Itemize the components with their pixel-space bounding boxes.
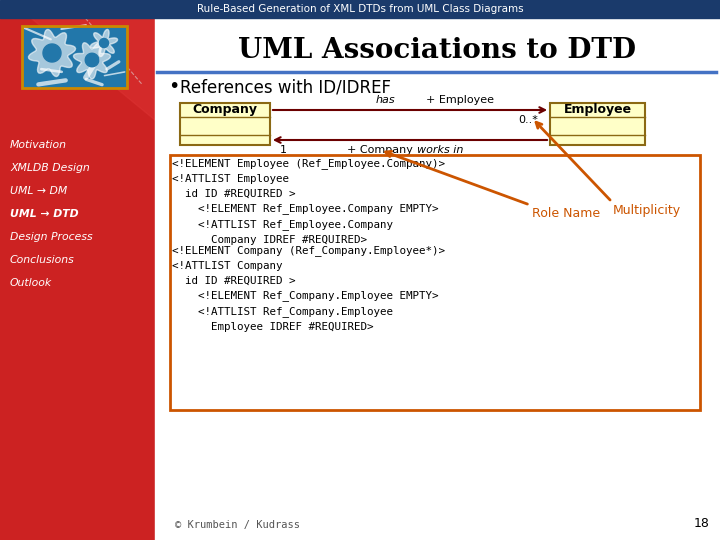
- Text: 0..*: 0..*: [518, 115, 538, 125]
- Text: + Company: + Company: [347, 145, 413, 155]
- Text: Design Process: Design Process: [10, 232, 93, 242]
- Text: Multiplicity: Multiplicity: [613, 204, 681, 217]
- Polygon shape: [31, 18, 155, 120]
- Text: Motivation: Motivation: [10, 140, 67, 150]
- Text: References with ID/IDREF: References with ID/IDREF: [180, 78, 391, 96]
- Text: Role Name: Role Name: [532, 207, 600, 220]
- Text: XMLDB Design: XMLDB Design: [10, 163, 90, 173]
- Bar: [550, 103, 645, 145]
- Bar: [155, 18, 720, 540]
- Polygon shape: [85, 53, 99, 67]
- Bar: [22, 26, 127, 88]
- Text: Company: Company: [192, 104, 258, 117]
- Text: © Krumbein / Kudrass: © Krumbein / Kudrass: [175, 520, 300, 530]
- Bar: [170, 155, 700, 410]
- Text: UML → DM: UML → DM: [10, 186, 67, 196]
- Text: <!ELEMENT Employee (Ref_Employee.Company)>
<!ATTLIST Employee
  id ID #REQUIRED : <!ELEMENT Employee (Ref_Employee.Company…: [172, 158, 445, 245]
- Bar: [180, 103, 270, 145]
- Text: 1: 1: [280, 145, 287, 155]
- Polygon shape: [91, 30, 117, 57]
- Text: + Employee: + Employee: [426, 95, 494, 105]
- Polygon shape: [99, 38, 109, 48]
- Text: UML Associations to DTD: UML Associations to DTD: [238, 37, 636, 64]
- Bar: [22, 26, 127, 88]
- Polygon shape: [43, 44, 61, 62]
- Polygon shape: [73, 43, 111, 79]
- Text: Conclusions: Conclusions: [10, 255, 75, 265]
- Text: Employee: Employee: [564, 104, 631, 117]
- Bar: [0, 18, 155, 540]
- Text: UML → DTD: UML → DTD: [10, 209, 78, 219]
- Text: has: has: [375, 95, 395, 105]
- Text: <!ELEMENT Company (Ref_Company.Employee*)>
<!ATTLIST Company
  id ID #REQUIRED >: <!ELEMENT Company (Ref_Company.Employee*…: [172, 245, 445, 332]
- Bar: [0, 0, 720, 18]
- Text: Rule-Based Generation of XML DTDs from UML Class Diagrams: Rule-Based Generation of XML DTDs from U…: [197, 4, 523, 14]
- Text: 18: 18: [694, 517, 710, 530]
- Text: Outlook: Outlook: [10, 278, 52, 288]
- Polygon shape: [29, 30, 76, 77]
- Text: •: •: [168, 78, 179, 97]
- Text: works in: works in: [417, 145, 463, 155]
